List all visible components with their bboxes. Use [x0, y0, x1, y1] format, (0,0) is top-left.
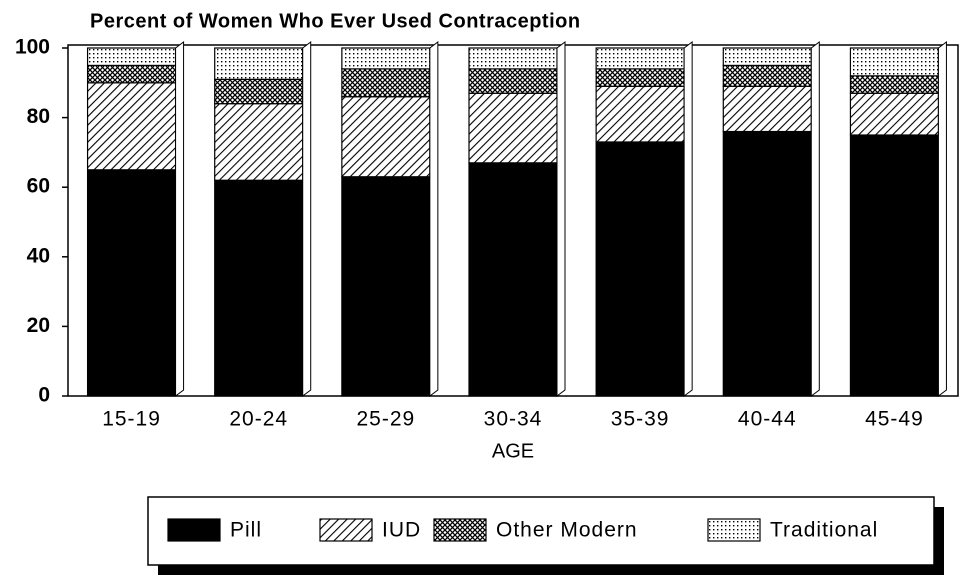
bar-segment — [86, 82, 177, 171]
bar-segment — [849, 75, 940, 94]
chart-title: Percent of Women Who Ever Used Contracep… — [90, 10, 581, 32]
bar-segment — [214, 179, 304, 397]
legend-swatch — [319, 518, 373, 542]
y-tick-label: 60 — [27, 175, 50, 198]
bar-segment — [722, 130, 812, 397]
x-tick-label: 40-44 — [738, 408, 797, 431]
y-tick-label: 20 — [27, 314, 50, 337]
y-tick-label: 0 — [38, 384, 50, 407]
legend-swatch — [167, 518, 221, 542]
x-tick-label: 35-39 — [611, 408, 670, 431]
bar-side — [429, 41, 439, 397]
bar-side — [302, 41, 312, 397]
x-tick-label: 25-29 — [356, 408, 415, 431]
bar-side — [810, 41, 820, 397]
x-tick-label: 20-24 — [229, 408, 288, 431]
bar-segment — [595, 85, 685, 143]
bar-segment — [214, 103, 304, 181]
x-axis-label: AGE — [492, 440, 534, 462]
bar-segment — [595, 68, 685, 87]
bar-side — [556, 41, 566, 397]
y-tick-label: 80 — [27, 105, 50, 128]
bar-segment — [722, 85, 812, 133]
bar-segment — [849, 134, 940, 397]
bar-segment — [722, 47, 812, 66]
legend-swatch — [707, 518, 761, 542]
bar-side — [683, 41, 693, 397]
x-tick-label: 15-19 — [102, 408, 161, 431]
bar-segment — [849, 47, 940, 77]
bar-segment — [341, 68, 431, 98]
bar-segment — [722, 64, 812, 87]
bar-segment — [214, 47, 304, 80]
bar-segment — [341, 96, 431, 178]
bar-segment — [214, 78, 304, 105]
x-tick-label: 30-34 — [484, 408, 543, 431]
x-tick-label: 45-49 — [865, 408, 924, 431]
bar-segment — [86, 47, 177, 66]
bar-segment — [468, 162, 558, 397]
bar-segment — [341, 176, 431, 397]
bar-side — [175, 41, 185, 397]
bar-segment — [468, 47, 558, 70]
legend-label: IUD — [382, 519, 421, 542]
legend-label: Other Modern — [496, 519, 638, 542]
legend-label: Traditional — [770, 519, 878, 542]
legend-box — [147, 496, 935, 566]
bar-segment — [468, 68, 558, 94]
bar-side — [937, 41, 947, 397]
y-tick-label: 40 — [27, 244, 50, 267]
bar-segment — [468, 92, 558, 164]
bar-segment — [86, 169, 177, 397]
y-tick-label: 100 — [15, 36, 50, 59]
legend-swatch — [433, 518, 487, 542]
bar-segment — [595, 141, 685, 397]
legend-label: Pill — [230, 519, 262, 542]
bar-segment — [341, 47, 431, 70]
bar-segment — [595, 47, 685, 70]
bar-segment — [849, 92, 940, 136]
bar-segment — [86, 64, 177, 84]
